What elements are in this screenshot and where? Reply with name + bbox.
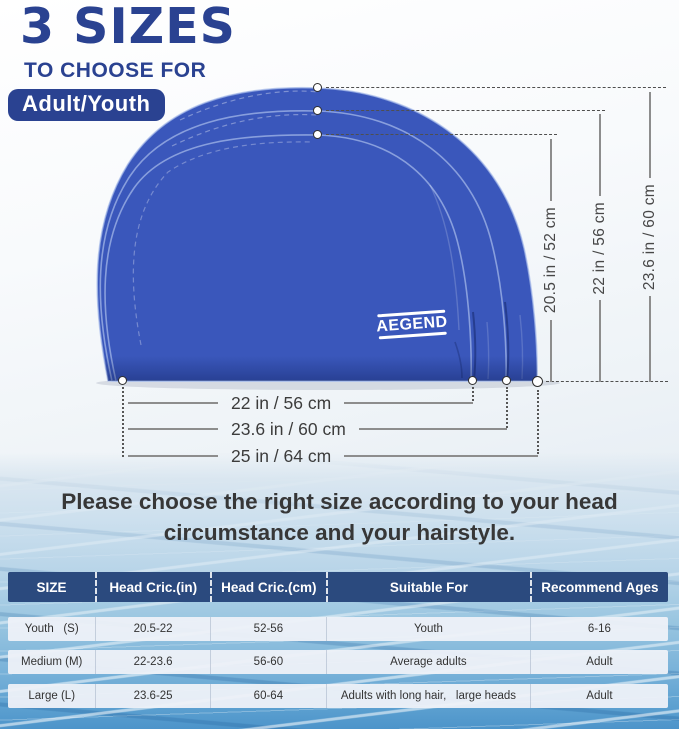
cell-size: Large (L) xyxy=(28,690,76,702)
marker-dot-top-medium xyxy=(313,106,322,115)
col-header-suitable: Suitable For xyxy=(326,572,530,602)
cap-small xyxy=(104,134,472,382)
measure-line xyxy=(128,402,218,404)
note-line1: Please choose the right size according t… xyxy=(61,489,618,514)
cell-head-in: 22-23.6 xyxy=(95,650,209,674)
col-header-size: SIZE xyxy=(36,579,67,595)
cell-head-in: 23.6-25 xyxy=(95,684,209,708)
col-header-head-in: Head Cric.(in) xyxy=(94,572,210,602)
cell-head-cm: 60-64 xyxy=(209,684,326,708)
col-header-ages: Recommend Ages xyxy=(529,572,668,602)
measure-line xyxy=(550,319,552,383)
cell-head-cm: 52-56 xyxy=(209,617,326,641)
marker-dot-bottom-left xyxy=(118,376,127,385)
table-row-youth: Youth (S) 20.5-22 52-56 Youth 6-16 xyxy=(8,617,668,641)
audience-badge: Adult/Youth xyxy=(8,89,165,121)
cell-ages: Adult xyxy=(529,650,668,674)
cell-ages: 6-16 xyxy=(529,617,668,641)
cap-large-seam xyxy=(179,90,319,121)
width-label: 25 in / 64 cm xyxy=(231,445,332,466)
dropper-left xyxy=(122,387,124,457)
cap-small-seam xyxy=(132,141,313,346)
width-measure-medium: 23.6 in / 60 cm xyxy=(128,419,507,439)
table-row-large: Large (L) 23.6-25 60-64 Adults with long… xyxy=(8,684,668,708)
measure-line xyxy=(128,428,218,430)
measure-line xyxy=(649,92,651,178)
measure-line xyxy=(599,300,601,383)
measure-line xyxy=(550,139,552,202)
height-label: 20.5 in / 52 cm xyxy=(542,207,559,314)
width-label: 22 in / 56 cm xyxy=(231,392,332,413)
dropper-small-cap xyxy=(472,387,474,401)
brand-logo: AEGEND xyxy=(375,309,449,341)
cell-suitable: Youth xyxy=(326,617,530,641)
cell-ages: Adult xyxy=(529,684,668,708)
height-label: 23.6 in / 60 cm xyxy=(641,183,658,291)
guide-line-top-large xyxy=(326,87,666,88)
cell-suitable: Average adults xyxy=(326,650,530,674)
note-line2: circumstance and your hairstyle. xyxy=(163,520,516,546)
guide-line-baseline xyxy=(546,381,668,382)
width-measure-large: 25 in / 64 cm xyxy=(128,446,538,466)
guide-line-top-small xyxy=(326,134,557,135)
height-label: 22 in / 56 cm xyxy=(591,201,608,295)
measure-line xyxy=(649,296,651,383)
size-advice-note: Please choose the right size according t… xyxy=(0,486,679,548)
page-title: 3 SIZES xyxy=(20,0,236,55)
measure-line xyxy=(128,455,218,457)
marker-dot-top-small xyxy=(313,130,322,139)
height-measure-medium: 22 in / 56 cm xyxy=(588,114,612,383)
width-label: 23.6 in / 60 cm xyxy=(231,418,346,439)
cell-head-cm: 56-60 xyxy=(209,650,326,674)
measure-line xyxy=(358,428,507,430)
cell-suitable: Adults with long hair, large heads xyxy=(326,684,530,708)
marker-dot-bottom-large xyxy=(532,376,543,387)
marker-dot-bottom-small xyxy=(468,376,477,385)
dropper-medium-cap xyxy=(506,387,508,428)
width-measure-small: 22 in / 56 cm xyxy=(128,393,473,413)
height-measure-large: 23.6 in / 60 cm xyxy=(638,92,662,383)
measure-line xyxy=(344,402,473,404)
cell-head-in: 20.5-22 xyxy=(95,617,209,641)
marker-dot-top-large xyxy=(313,83,322,92)
cap-small-side-seam xyxy=(429,184,460,331)
table-row-medium: Medium (M) 22-23.6 56-60 Average adults … xyxy=(8,650,668,674)
height-measure-small: 20.5 in / 52 cm xyxy=(539,139,563,383)
measure-line xyxy=(344,455,538,457)
guide-line-top-medium xyxy=(326,110,605,111)
measure-line xyxy=(599,114,601,196)
cell-size: Medium (M) xyxy=(21,656,83,668)
col-header-head-cm: Head Cric.(cm) xyxy=(209,572,327,602)
cell-size: Youth (S) xyxy=(24,623,79,635)
marker-dot-bottom-medium xyxy=(502,376,511,385)
dropper-large-cap xyxy=(537,390,539,454)
page-subtitle: TO CHOOSE FOR xyxy=(24,59,207,82)
cap-medium-seam xyxy=(171,113,318,147)
cap-hem-shadow xyxy=(100,356,538,381)
size-table-header: SIZE Head Cric.(in) Head Cric.(cm) Suita… xyxy=(8,572,668,602)
